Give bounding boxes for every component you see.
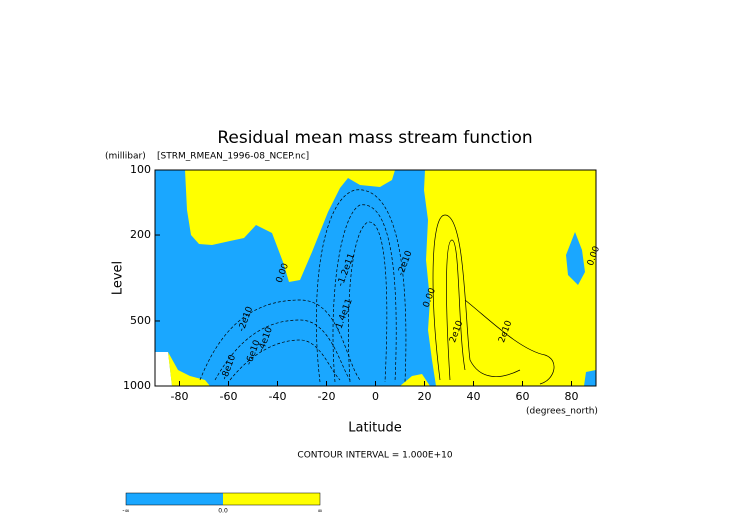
x-tick-label: 80 [565,390,579,403]
contour-line [332,204,397,383]
contour-interval: CONTOUR INTERVAL = 1.000E+10 [297,451,452,461]
subtitle: [STRM_RMEAN_1996-08_NCEP.nc] [157,152,309,162]
positive-region [168,352,210,386]
colorbar-label: 0.0 [218,508,228,515]
positive-region [400,374,430,386]
contour-line [229,339,341,381]
contour-line [199,299,361,381]
x-tick-label: 0 [372,390,379,403]
colorbar-frame [125,492,321,506]
colorbar-label: -∞ [122,508,129,515]
y-tick-label: 200 [130,228,151,241]
y-axis-title: Level [111,261,126,295]
contour-line [464,299,555,385]
x-units: (degrees_north) [526,407,598,417]
x-tick-label: 40 [467,390,481,403]
x-tick-label: -80 [171,390,189,403]
y-tick-label: 500 [130,314,151,327]
positive-region [424,170,596,386]
contour-line [316,189,407,383]
contour-line [348,221,388,383]
contour-line [432,214,521,381]
contour-line [446,239,466,381]
x-tick-label: -40 [269,390,287,403]
missing-region [155,352,172,386]
x-tick-label: -60 [220,390,238,403]
x-tick-label: -20 [318,390,336,403]
colorbar-swatch [126,493,223,505]
negative-region [566,232,585,285]
chart-title: Residual mean mass stream function [217,128,532,148]
positive-region [185,170,395,282]
x-axis-title: Latitude [348,421,402,436]
y-units: (millibar) [105,152,146,162]
x-tick-label: 20 [418,390,432,403]
field [155,170,596,386]
x-tick-label: 60 [516,390,530,403]
colorbar-label: ∞ [318,508,323,515]
colorbar-swatch [223,493,320,505]
y-tick-label: 100 [130,163,151,176]
y-tick-label: 1000 [123,379,151,392]
